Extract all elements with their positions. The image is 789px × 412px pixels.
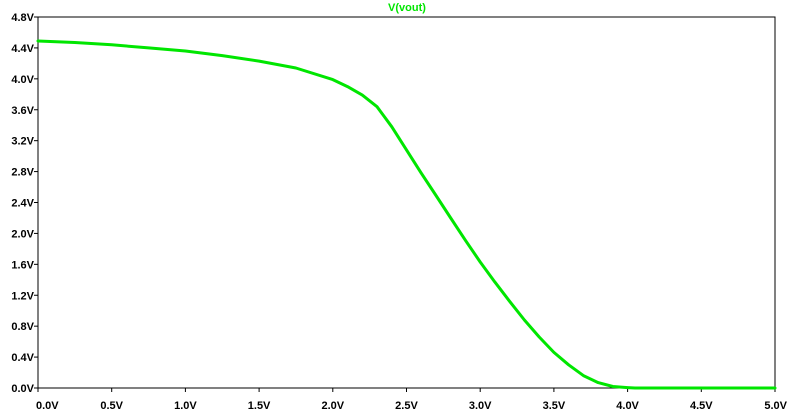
tick-marks [34,16,776,392]
y-tick-label: 2.8V [11,167,34,179]
series-group [36,39,777,390]
y-tick-label: 1.6V [11,259,34,271]
y-tick-label: 4.4V [11,43,34,55]
x-tick-label: 2.5V [395,400,418,412]
x-tick-label: 0.0V [36,400,59,412]
y-tick-label: 0.0V [11,383,34,395]
y-tick-label: 1.2V [11,290,34,302]
y-tick-label: 3.2V [11,136,34,148]
x-tick-label: 1.0V [174,400,197,412]
plot-frame [37,16,776,389]
y-tick-label: 4.0V [11,74,34,86]
x-tick-label: 2.0V [321,400,344,412]
series-title-label: V(vout) [388,2,426,14]
tick-labels: 0.0V 0.4V 0.8V 1.2V 1.6V 2.0V 2.4V 2.8V 3.2V 3.6V… [11,12,787,412]
y-tick-label: 2.4V [11,198,34,210]
y-tick-label: 0.8V [11,321,34,333]
series-line [36,39,777,390]
x-tick-label: 5.0V [764,400,787,412]
x-tick-label: 4.5V [690,400,713,412]
x-tick-label: 0.5V [100,400,123,412]
y-tick-label: 4.8V [11,12,34,24]
y-tick-label: 3.6V [11,105,34,117]
x-tick-label: 1.5V [248,400,271,412]
y-tick-label: 0.4V [11,352,34,364]
y-tick-label: 2.0V [11,228,34,240]
x-tick-label: 3.0V [469,400,492,412]
x-tick-label: 3.5V [543,400,566,412]
x-tick-label: 4.0V [616,400,639,412]
